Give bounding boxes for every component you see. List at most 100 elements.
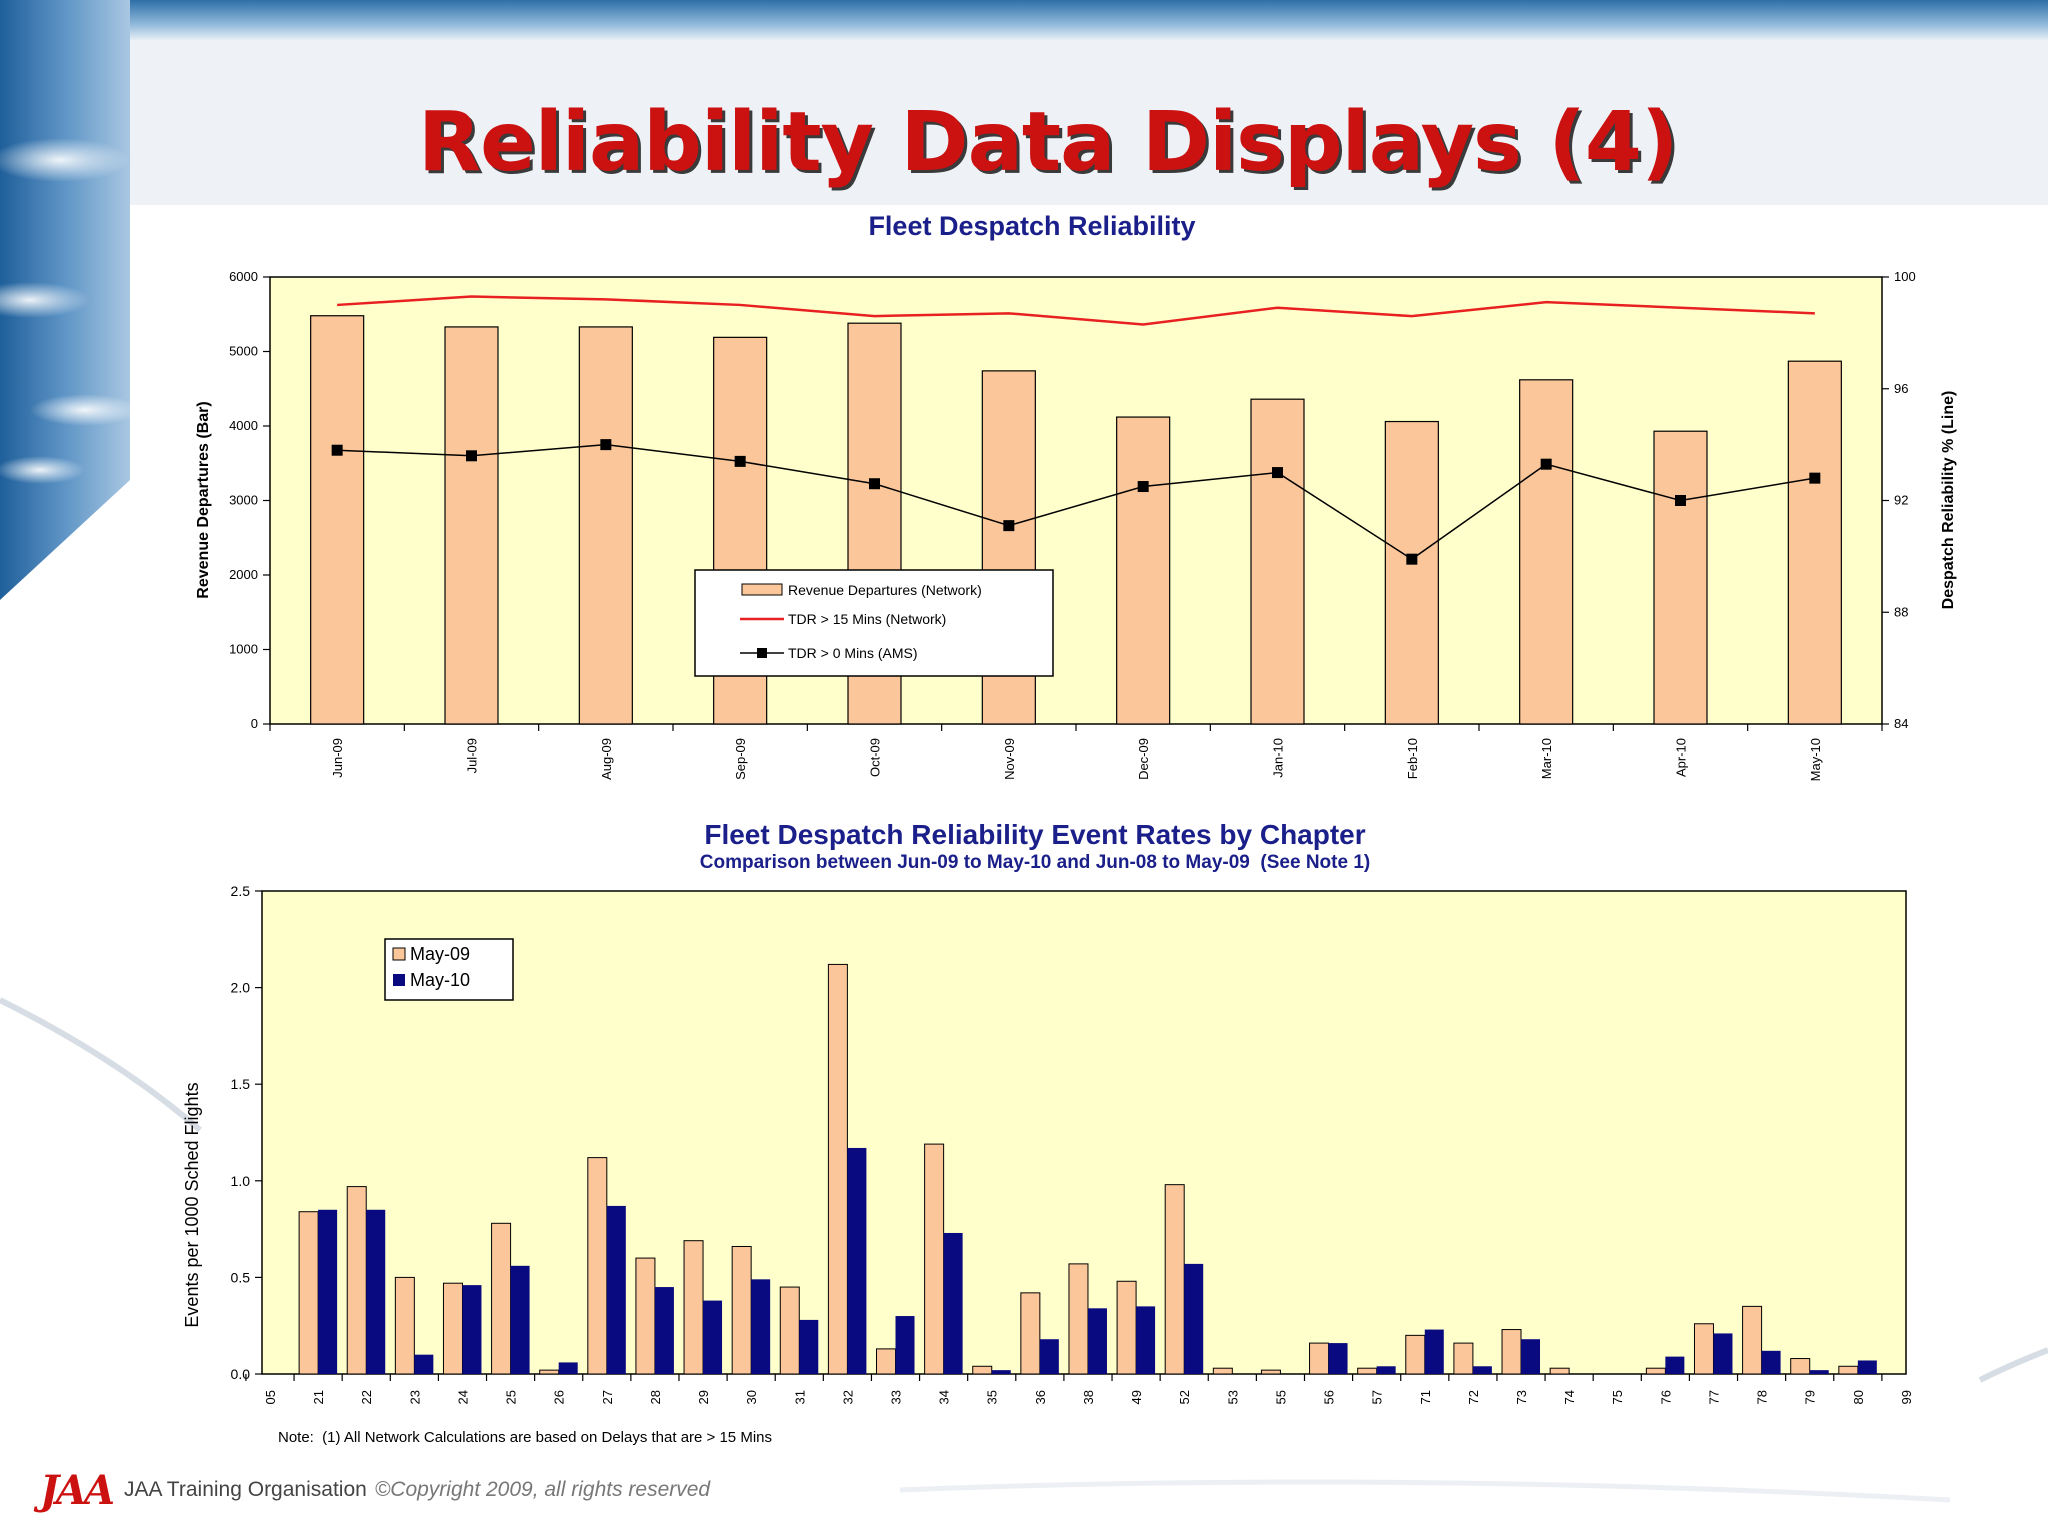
marker-tdr-0-mins xyxy=(1272,467,1283,479)
bar-may-10 xyxy=(654,1287,674,1374)
x-tick-label: 33 xyxy=(889,1390,904,1404)
x-tick-label: 55 xyxy=(1273,1390,1288,1404)
bar-may-10 xyxy=(318,1209,338,1374)
bar-may-09 xyxy=(1790,1358,1811,1375)
x-tick-label: 25 xyxy=(504,1390,519,1404)
bar-may-09 xyxy=(346,1186,367,1375)
marker-tdr-0-mins xyxy=(869,478,880,490)
bar-may-10 xyxy=(751,1279,771,1374)
x-tick-label: 53 xyxy=(1225,1390,1240,1404)
legend-label-tdr-0: TDR > 0 Mins (AMS) xyxy=(788,645,918,661)
bar-revenue-departures xyxy=(1250,398,1305,725)
marker-tdr-0-mins xyxy=(331,444,343,456)
chart2-y-axis-label: Events per 1000 Sched Flights xyxy=(182,1082,202,1327)
x-tick-label: 79 xyxy=(1803,1390,1818,1404)
y-tick-label: 0 xyxy=(251,716,258,731)
x-tick-label: 21 xyxy=(311,1390,326,1404)
chart1-y-axis-label: Revenue Departures (Bar) xyxy=(195,401,212,598)
bar-revenue-departures xyxy=(1653,430,1708,725)
x-tick-label: 80 xyxy=(1851,1390,1866,1404)
chart2-note: Note: (1) All Network Calculations are b… xyxy=(278,1429,772,1446)
bar-may-09 xyxy=(1068,1263,1089,1375)
bar-may-09 xyxy=(1501,1329,1522,1375)
legend-label-may-10: May-10 xyxy=(410,970,470,990)
bar-may-09 xyxy=(491,1222,512,1375)
y-tick-label: 3000 xyxy=(229,493,258,508)
legend-label-may-09: May-09 xyxy=(410,944,470,964)
x-tick-label: 74 xyxy=(1562,1390,1577,1404)
x-tick-label: 27 xyxy=(600,1390,615,1404)
y-tick-label: 4000 xyxy=(229,418,258,433)
x-tick-label: 75 xyxy=(1610,1390,1625,1404)
marker-tdr-0-mins xyxy=(734,455,746,467)
y-tick-label: 5000 xyxy=(229,344,258,359)
bar-may-09 xyxy=(442,1282,463,1375)
bar-may-10 xyxy=(1087,1308,1107,1374)
bar-may-09 xyxy=(1693,1323,1714,1375)
x-tick-label: Mar-10 xyxy=(1539,738,1554,779)
x-tick-label: 73 xyxy=(1514,1390,1529,1404)
legend-label-revenue-departures: Revenue Departures (Network) xyxy=(788,582,982,598)
x-tick-label: 31 xyxy=(792,1390,807,1404)
legend-marker-tdr-0 xyxy=(757,648,767,658)
bar-may-09 xyxy=(1164,1184,1185,1375)
x-tick-label: 24 xyxy=(455,1390,470,1404)
bar-may-09 xyxy=(731,1245,752,1375)
y2-tick-label: 96 xyxy=(1894,381,1908,396)
bar-may-09 xyxy=(1405,1334,1426,1375)
bar-revenue-departures xyxy=(1384,420,1439,725)
bar-may-09 xyxy=(1020,1292,1041,1375)
footer-copyright: ©Copyright 2009, all rights reserved xyxy=(374,1478,711,1501)
y-tick-label: 2.0 xyxy=(231,980,251,996)
bar-may-09 xyxy=(876,1348,897,1375)
bar-revenue-departures xyxy=(578,326,633,725)
bar-may-09 xyxy=(972,1365,993,1375)
x-tick-label: 22 xyxy=(359,1390,374,1404)
x-tick-label: Jan-10 xyxy=(1271,738,1286,778)
y-tick-label: 1.0 xyxy=(231,1173,251,1189)
y-tick-label: 2.5 xyxy=(231,883,251,899)
bar-may-09 xyxy=(1742,1305,1763,1375)
bar-may-09 xyxy=(779,1286,800,1375)
y-tick-label: 1.5 xyxy=(231,1076,251,1092)
x-tick-label: 38 xyxy=(1081,1390,1096,1404)
chart1-y2-axis-label: Despatch Reliability % (Line) xyxy=(1940,391,1957,610)
marker-tdr-0-mins xyxy=(600,439,612,451)
x-tick-label: Dec-09 xyxy=(1136,738,1151,780)
bar-revenue-departures xyxy=(1116,416,1171,725)
marker-tdr-0-mins xyxy=(1137,481,1149,493)
marker-tdr-0-mins xyxy=(1809,472,1821,484)
x-tick-label: 36 xyxy=(1033,1390,1048,1404)
legend-swatch-revenue-departures xyxy=(741,583,783,596)
y-tick-label: 0.5 xyxy=(231,1269,251,1285)
line-tdr-0-mins xyxy=(337,443,1815,561)
bar-may-10 xyxy=(366,1209,386,1374)
bar-may-10 xyxy=(606,1205,626,1374)
x-tick-label: 34 xyxy=(937,1390,952,1404)
marker-tdr-0-mins xyxy=(1003,520,1015,532)
chart2-legend: May-09 May-10 xyxy=(384,938,514,1001)
y2-tick-label: 100 xyxy=(1894,269,1916,284)
x-tick-label: Feb-10 xyxy=(1405,738,1420,779)
event-rates-by-chapter-chart: Fleet Despatch Reliability Event Rates b… xyxy=(182,819,1914,1446)
jaa-logo: JAA xyxy=(40,1466,115,1514)
bar-may-10 xyxy=(1521,1339,1541,1374)
x-tick-label: 29 xyxy=(696,1390,711,1404)
x-tick-label: 49 xyxy=(1129,1390,1144,1404)
x-tick-label: Nov-09 xyxy=(1002,738,1017,780)
x-tick-label: 23 xyxy=(407,1390,422,1404)
chart2-title: Fleet Despatch Reliability Event Rates b… xyxy=(704,819,1365,850)
bar-may-10 xyxy=(1328,1343,1348,1374)
bar-may-10 xyxy=(895,1316,915,1374)
y2-tick-label: 88 xyxy=(1894,604,1908,619)
bar-may-10 xyxy=(1039,1339,1059,1374)
bar-may-10 xyxy=(558,1362,578,1374)
x-tick-label: 32 xyxy=(840,1390,855,1404)
bar-may-10 xyxy=(703,1300,723,1374)
bar-may-10 xyxy=(991,1370,1011,1374)
y2-tick-label: 92 xyxy=(1894,493,1908,508)
marker-tdr-0-mins xyxy=(1675,495,1686,506)
bar-may-10 xyxy=(462,1285,482,1374)
bar-may-09 xyxy=(394,1276,415,1375)
